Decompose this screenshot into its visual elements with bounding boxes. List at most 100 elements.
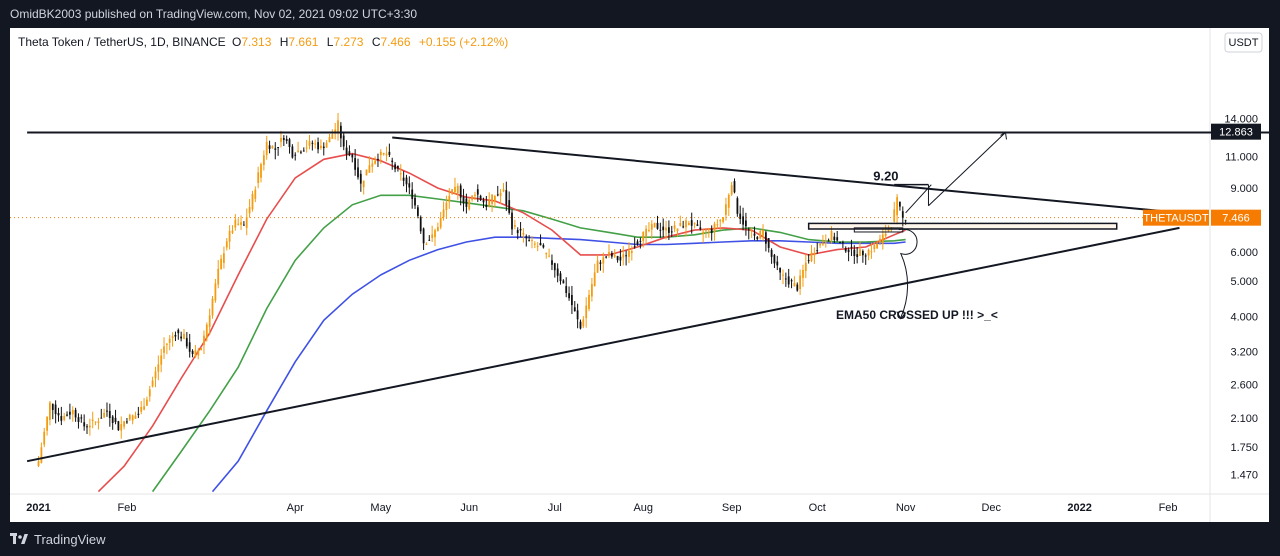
candle-body — [765, 232, 767, 244]
candle-body — [630, 251, 633, 254]
candle-body — [716, 224, 719, 226]
candle-body — [747, 229, 750, 231]
candle-body — [608, 252, 610, 255]
candles — [37, 112, 907, 468]
currency-badge[interactable]: USDT — [1224, 32, 1263, 53]
candle-body — [591, 284, 593, 297]
candle-body — [576, 310, 579, 320]
ema-slow-line — [211, 236, 906, 493]
candle-body — [736, 198, 739, 214]
projection-line-up — [905, 184, 932, 214]
projection-arrowhead — [1000, 131, 1007, 140]
candle-body — [66, 414, 68, 416]
candle-body — [128, 415, 131, 420]
candle-body — [613, 254, 616, 257]
candle-body — [143, 406, 145, 410]
candle-body — [625, 255, 627, 257]
candle-body — [271, 146, 274, 149]
candle-body — [599, 262, 602, 264]
candle-body — [337, 120, 339, 132]
candle-body — [354, 158, 356, 170]
candle-body — [562, 280, 565, 284]
candle-body — [311, 142, 314, 144]
candle-body — [688, 222, 690, 226]
candle-body — [508, 200, 511, 213]
time-axis[interactable]: 2021 Feb Apr May Jun Jul Aug Sep Oct Nov Dec 2022 Fe… — [26, 502, 1177, 514]
candle-body — [197, 350, 200, 356]
price-axis[interactable]: 14.000 11.000 9.000 6.000 5.000 4.000 3.200 2.6… — [1224, 113, 1258, 481]
candle-body — [496, 194, 499, 196]
candle-body — [824, 242, 827, 244]
symbol-tag — [1143, 209, 1209, 226]
candle-body — [705, 230, 707, 232]
candle-body — [194, 350, 197, 358]
candle-body — [476, 189, 479, 195]
candle-body — [308, 141, 311, 146]
candle-body — [642, 231, 645, 241]
candle-body — [553, 263, 556, 271]
candle-body — [174, 335, 177, 337]
candle-body — [385, 153, 388, 156]
candle-body — [126, 421, 128, 423]
time-tick-label: Oct — [809, 502, 826, 514]
chart-background — [10, 28, 1269, 522]
ascending-trendline — [26, 226, 1180, 463]
candle-body — [120, 424, 123, 431]
candle-body — [345, 147, 348, 155]
last-price-text: 7.466 — [1222, 213, 1250, 225]
candle-body — [648, 229, 650, 231]
candle-body — [248, 207, 251, 214]
candle-body — [713, 223, 716, 232]
time-tick-label: Apr — [287, 502, 304, 514]
low-label: L — [327, 35, 334, 49]
candle-body — [636, 241, 639, 245]
candle-body — [94, 421, 97, 423]
price-chart[interactable]: Theta Token / TetherUS, 1D, BINANCE O7.3… — [10, 28, 1280, 522]
chart-panel[interactable]: Theta Token / TetherUS, 1D, BINANCE O7.3… — [10, 28, 1280, 522]
candle-body — [693, 223, 696, 225]
price-tick-label: 6.000 — [1230, 247, 1258, 259]
candle-body — [790, 280, 793, 282]
candle-body — [862, 251, 864, 256]
candle-body — [428, 239, 431, 241]
candle-body — [177, 329, 180, 334]
candle-body — [425, 243, 428, 245]
time-tick-label: Jul — [548, 502, 562, 514]
candle-body — [685, 220, 687, 228]
candle-body — [291, 146, 294, 158]
candle-body — [459, 185, 462, 198]
currency-badge-frame — [1224, 32, 1263, 53]
candle-body — [514, 225, 516, 227]
candle-body — [816, 250, 819, 252]
tradingview-brand[interactable]: TradingView — [10, 532, 106, 547]
candle-body — [397, 165, 399, 169]
candle-body — [151, 380, 154, 387]
candle-body — [796, 284, 799, 291]
candle-body — [813, 253, 816, 256]
candle-body — [208, 315, 211, 327]
candle-body — [536, 245, 539, 247]
candle-body — [645, 228, 647, 237]
candle-body — [254, 189, 257, 199]
candle-body — [804, 262, 807, 271]
candle-body — [556, 268, 559, 276]
candle-body — [867, 249, 870, 256]
low-value: 7.273 — [333, 35, 363, 49]
candle-body — [214, 283, 217, 301]
symbol-legend: Theta Token / TetherUS, 1D, BINANCE O7.3… — [18, 35, 508, 49]
candle-body — [611, 253, 613, 257]
candle-body — [819, 243, 821, 246]
candle-body — [49, 402, 51, 420]
candle-body — [131, 415, 134, 421]
candle-body — [662, 226, 665, 231]
candle-body — [593, 272, 596, 286]
candle-body — [188, 342, 191, 352]
price-tick-label: 5.000 — [1230, 276, 1258, 288]
candle-body — [699, 227, 702, 230]
candle-body — [745, 220, 747, 227]
candle-body — [548, 255, 550, 257]
candle-body — [739, 213, 742, 219]
candle-body — [205, 324, 208, 338]
candle-body — [451, 189, 453, 194]
candle-body — [223, 253, 225, 263]
